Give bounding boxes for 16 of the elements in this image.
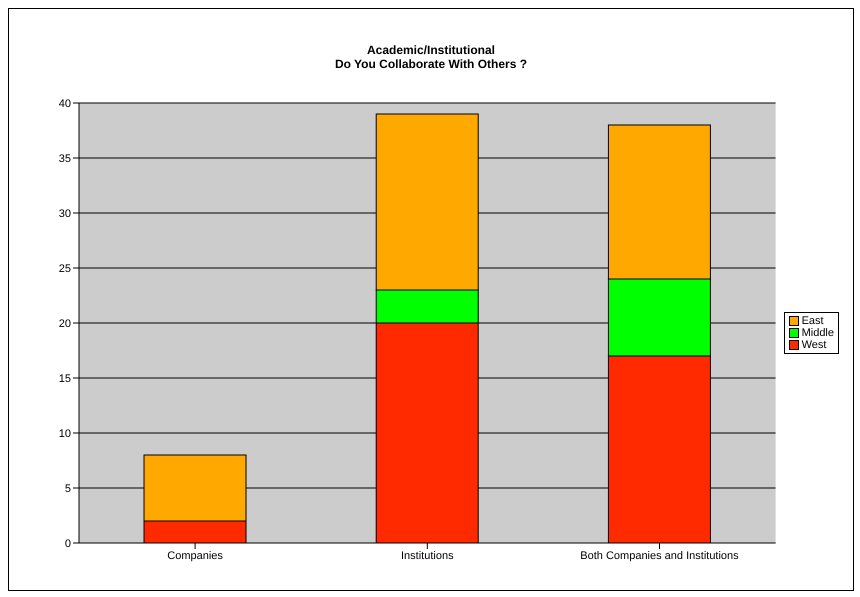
y-tick-label: 15 — [58, 372, 71, 385]
y-tick-label: 5 — [64, 482, 71, 495]
y-tick-label: 20 — [58, 318, 71, 330]
x-tick-label: Both Companies and Institutions — [580, 550, 740, 562]
y-tick-label: 40 — [58, 98, 71, 110]
y-tick-label: 0 — [64, 538, 71, 550]
y-tick-label: 30 — [58, 208, 71, 220]
x-tick-label: Companies — [167, 550, 224, 562]
chart-title: Academic/Institutional Do You Collaborate With Others ? — [334, 43, 528, 71]
legend-label: Middle — [802, 326, 834, 338]
legend-label: East — [802, 314, 824, 326]
y-tick-label: 25 — [58, 262, 71, 275]
x-tick-label: Institutions — [401, 550, 454, 562]
y-tick-label: 10 — [58, 428, 71, 440]
legend-label: West — [802, 338, 826, 350]
y-tick-label: 35 — [58, 152, 71, 165]
